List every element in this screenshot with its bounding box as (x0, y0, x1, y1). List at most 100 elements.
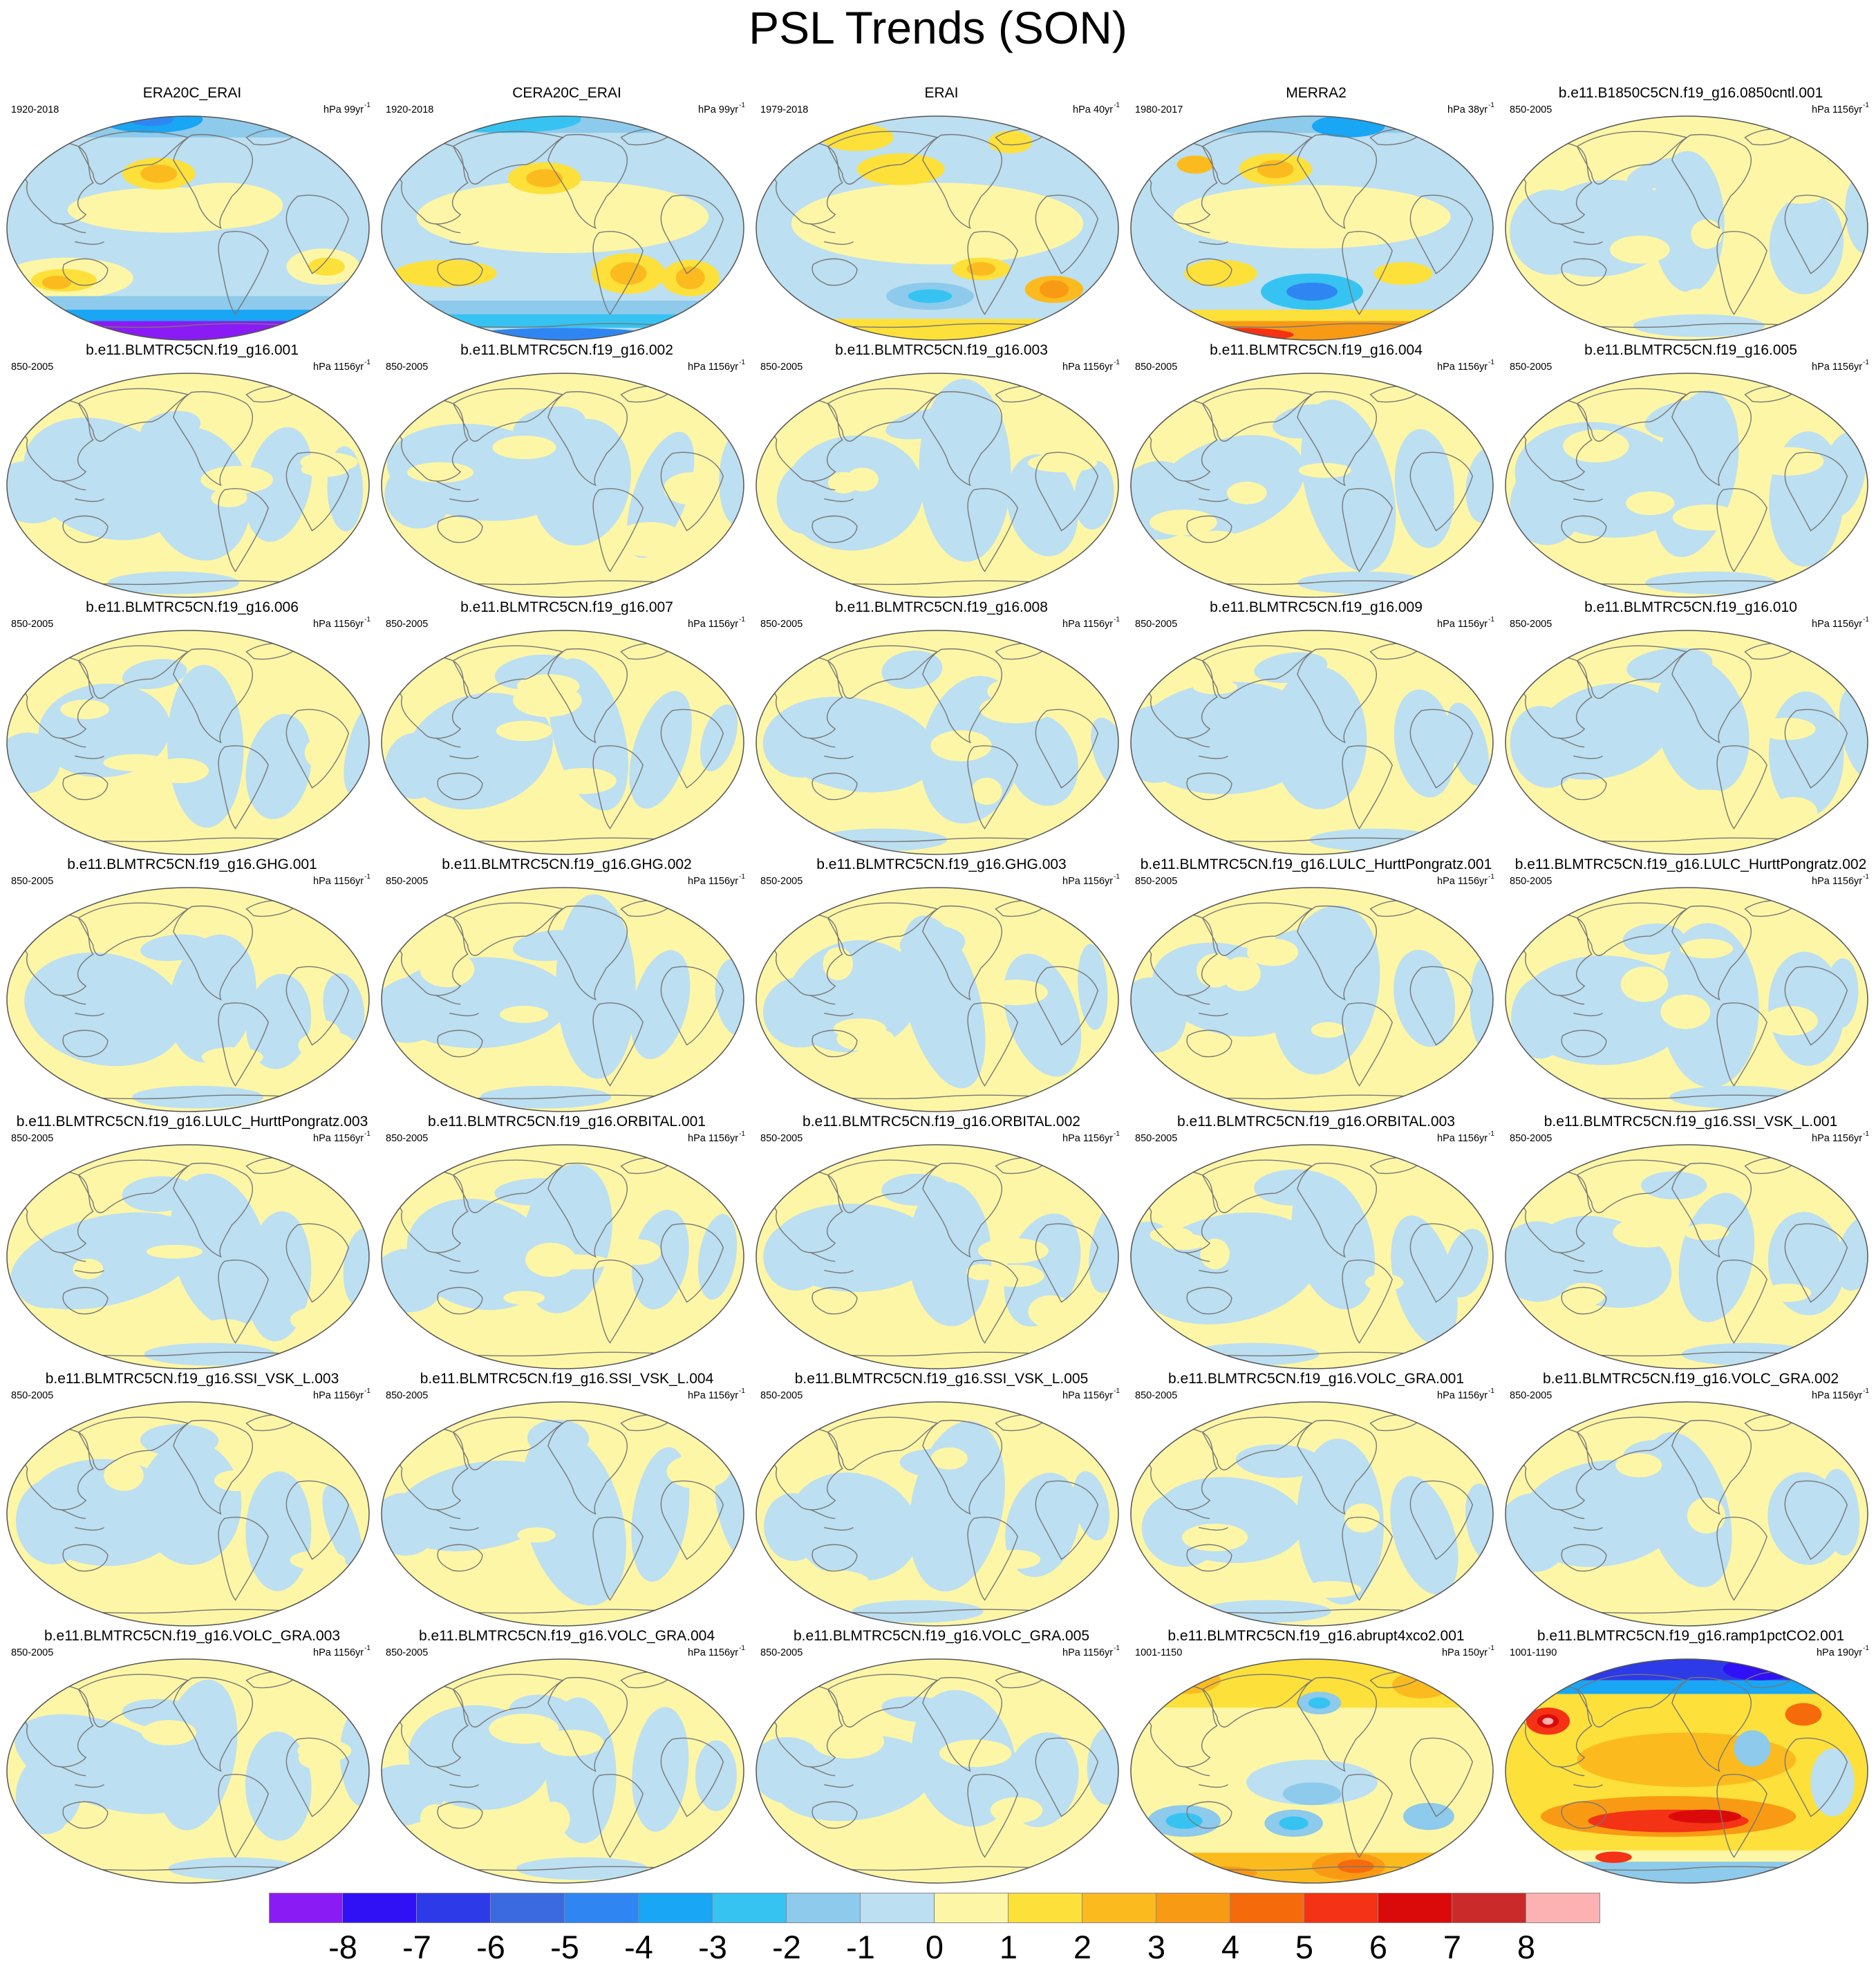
panel-units-exponent: -1 (1488, 873, 1494, 881)
colorbar-tick-label: -7 (402, 1929, 431, 1965)
trend-map (1505, 630, 1868, 855)
contour-fill (756, 116, 1118, 340)
panel-units: hPa 190yr-1 (1817, 1644, 1869, 1659)
colorbar-tick-label: 0 (925, 1929, 944, 1965)
panel-title: b.e11.BLMTRC5CN.f19_g16.SSI_VSK_L.004 (420, 1371, 714, 1387)
panel-period: 850-2005 (11, 619, 54, 630)
map-panel: b.e11.BLMTRC5CN.f19_g16.VOLC_GRA.001 850-… (1129, 1370, 1503, 1627)
panel-units: hPa 1156yr-1 (688, 872, 745, 888)
contour-fill (382, 373, 744, 597)
trend-map (6, 115, 370, 341)
panel-units-exponent: -1 (1114, 102, 1120, 109)
panel-title: b.e11.BLMTRC5CN.f19_g16.ORBITAL.003 (1177, 1114, 1455, 1130)
contour-fill (1506, 630, 1868, 854)
panel-units-exponent: -1 (1863, 1130, 1869, 1138)
map-outline (6, 1658, 370, 1884)
panel-title: ERA20C_ERAI (142, 85, 242, 101)
contour-fill (756, 1402, 1118, 1626)
panel-units-base: hPa 1156yr (1062, 361, 1114, 373)
panel-units-exponent: -1 (1488, 1645, 1494, 1652)
panel-units-base: hPa 1156yr (313, 1132, 364, 1144)
contour-fill (7, 1145, 369, 1369)
panel-units-exponent: -1 (1863, 1387, 1869, 1395)
map-outline (756, 887, 1119, 1112)
panel-title: b.e11.B1850C5CN.f19_g16.0850cntl.001 (1558, 85, 1823, 101)
map-panel: b.e11.BLMTRC5CN.f19_g16.007 850-2005 hPa 1… (380, 599, 753, 856)
trend-map (1505, 1658, 1868, 1884)
map-outline (1130, 1658, 1494, 1884)
colorbar-tick-label: -3 (698, 1929, 727, 1965)
map-outline (1505, 630, 1868, 855)
panel-period: 850-2005 (386, 1647, 429, 1658)
contour-fill (7, 373, 369, 597)
panel-units-exponent: -1 (364, 102, 370, 109)
map-panel: b.e11.BLMTRC5CN.f19_g16.GHG.002 850-2005 h… (380, 856, 753, 1113)
colorbar-tick-label: 2 (1073, 1929, 1092, 1965)
panel-period: 850-2005 (760, 1390, 803, 1401)
panel-title: MERRA2 (1286, 85, 1347, 101)
trend-map (6, 1144, 370, 1369)
panel-units-base: hPa 1156yr (688, 361, 739, 373)
panel-units-exponent: -1 (1488, 1387, 1494, 1395)
panel-title: ERAI (924, 85, 959, 101)
panel-period: 850-2005 (1510, 619, 1553, 630)
map-outline (756, 1401, 1119, 1627)
contour-fill (1506, 1659, 1868, 1883)
colorbar-swatch (1452, 1893, 1526, 1923)
panel-units-base: hPa 1156yr (688, 1389, 739, 1401)
map-panel: b.e11.BLMTRC5CN.f19_g16.ORBITAL.003 850-2… (1129, 1113, 1503, 1370)
contour-fill (382, 1402, 744, 1626)
map-panel: CERA20C_ERAI 1920-2018 hPa 99yr-1 (380, 84, 753, 341)
panel-units-base: hPa 99yr (323, 104, 364, 115)
panel-units-base: hPa 1156yr (1812, 875, 1863, 887)
panel-period: 850-2005 (11, 362, 54, 373)
panel-units-exponent: -1 (364, 873, 370, 881)
contour-fill (382, 888, 744, 1112)
panel-units: hPa 1156yr-1 (1437, 872, 1494, 888)
map-outline (381, 373, 744, 598)
panel-units-base: hPa 1156yr (313, 875, 364, 887)
map-outline (1130, 115, 1494, 341)
panel-units: hPa 99yr-1 (323, 101, 370, 116)
map-outline (1130, 373, 1494, 598)
panel-units: hPa 1156yr-1 (313, 1644, 370, 1659)
panel-units: hPa 99yr-1 (698, 101, 745, 116)
trend-map (6, 373, 370, 598)
contour-fill (756, 1145, 1118, 1369)
trend-map (756, 115, 1119, 341)
trend-map (381, 115, 744, 341)
trend-map (1130, 1144, 1494, 1369)
panel-period: 850-2005 (386, 876, 429, 887)
panel-period: 850-2005 (1135, 362, 1178, 373)
panel-units-exponent: -1 (1863, 873, 1869, 881)
panel-units-base: hPa 1156yr (1812, 618, 1863, 630)
panel-units-base: hPa 1156yr (1812, 361, 1863, 373)
trend-map (1130, 1401, 1494, 1627)
contour-fill (7, 116, 369, 340)
contour-fill (1131, 1402, 1493, 1626)
panel-period: 850-2005 (386, 619, 429, 630)
panel-title: b.e11.BLMTRC5CN.f19_g16.ORBITAL.001 (428, 1114, 706, 1130)
panel-units-exponent: -1 (364, 1130, 370, 1138)
panel-period: 850-2005 (11, 1133, 54, 1144)
panel-units-exponent: -1 (1114, 1387, 1120, 1395)
panel-units-base: hPa 1156yr (1812, 104, 1863, 115)
colorbar-swatch (787, 1893, 861, 1923)
panel-units: hPa 1156yr-1 (1437, 615, 1494, 630)
panel-title: b.e11.BLMTRC5CN.f19_g16.VOLC_GRA.002 (1543, 1371, 1839, 1387)
panel-title: b.e11.BLMTRC5CN.f19_g16.003 (835, 342, 1048, 358)
contour-fill (382, 116, 744, 340)
panel-title: b.e11.BLMTRC5CN.f19_g16.abrupt4xco2.001 (1167, 1628, 1465, 1644)
colorbar-swatch (1156, 1893, 1230, 1923)
panel-title: b.e11.BLMTRC5CN.f19_g16.008 (835, 599, 1048, 615)
trend-map (756, 373, 1119, 598)
panel-units-base: hPa 1156yr (1062, 1647, 1114, 1658)
coastlines (389, 899, 724, 1100)
map-panel: b.e11.BLMTRC5CN.f19_g16.GHG.001 850-2005 h… (6, 856, 379, 1113)
panel-units-base: hPa 1156yr (688, 875, 739, 887)
panel-units-base: hPa 40yr (1073, 104, 1114, 115)
panel-title: b.e11.BLMTRC5CN.f19_g16.001 (86, 342, 299, 358)
colorbar-tick-label: -5 (550, 1929, 579, 1965)
panel-units-base: hPa 1156yr (688, 618, 739, 630)
panel-units: hPa 1156yr-1 (1062, 1130, 1120, 1145)
